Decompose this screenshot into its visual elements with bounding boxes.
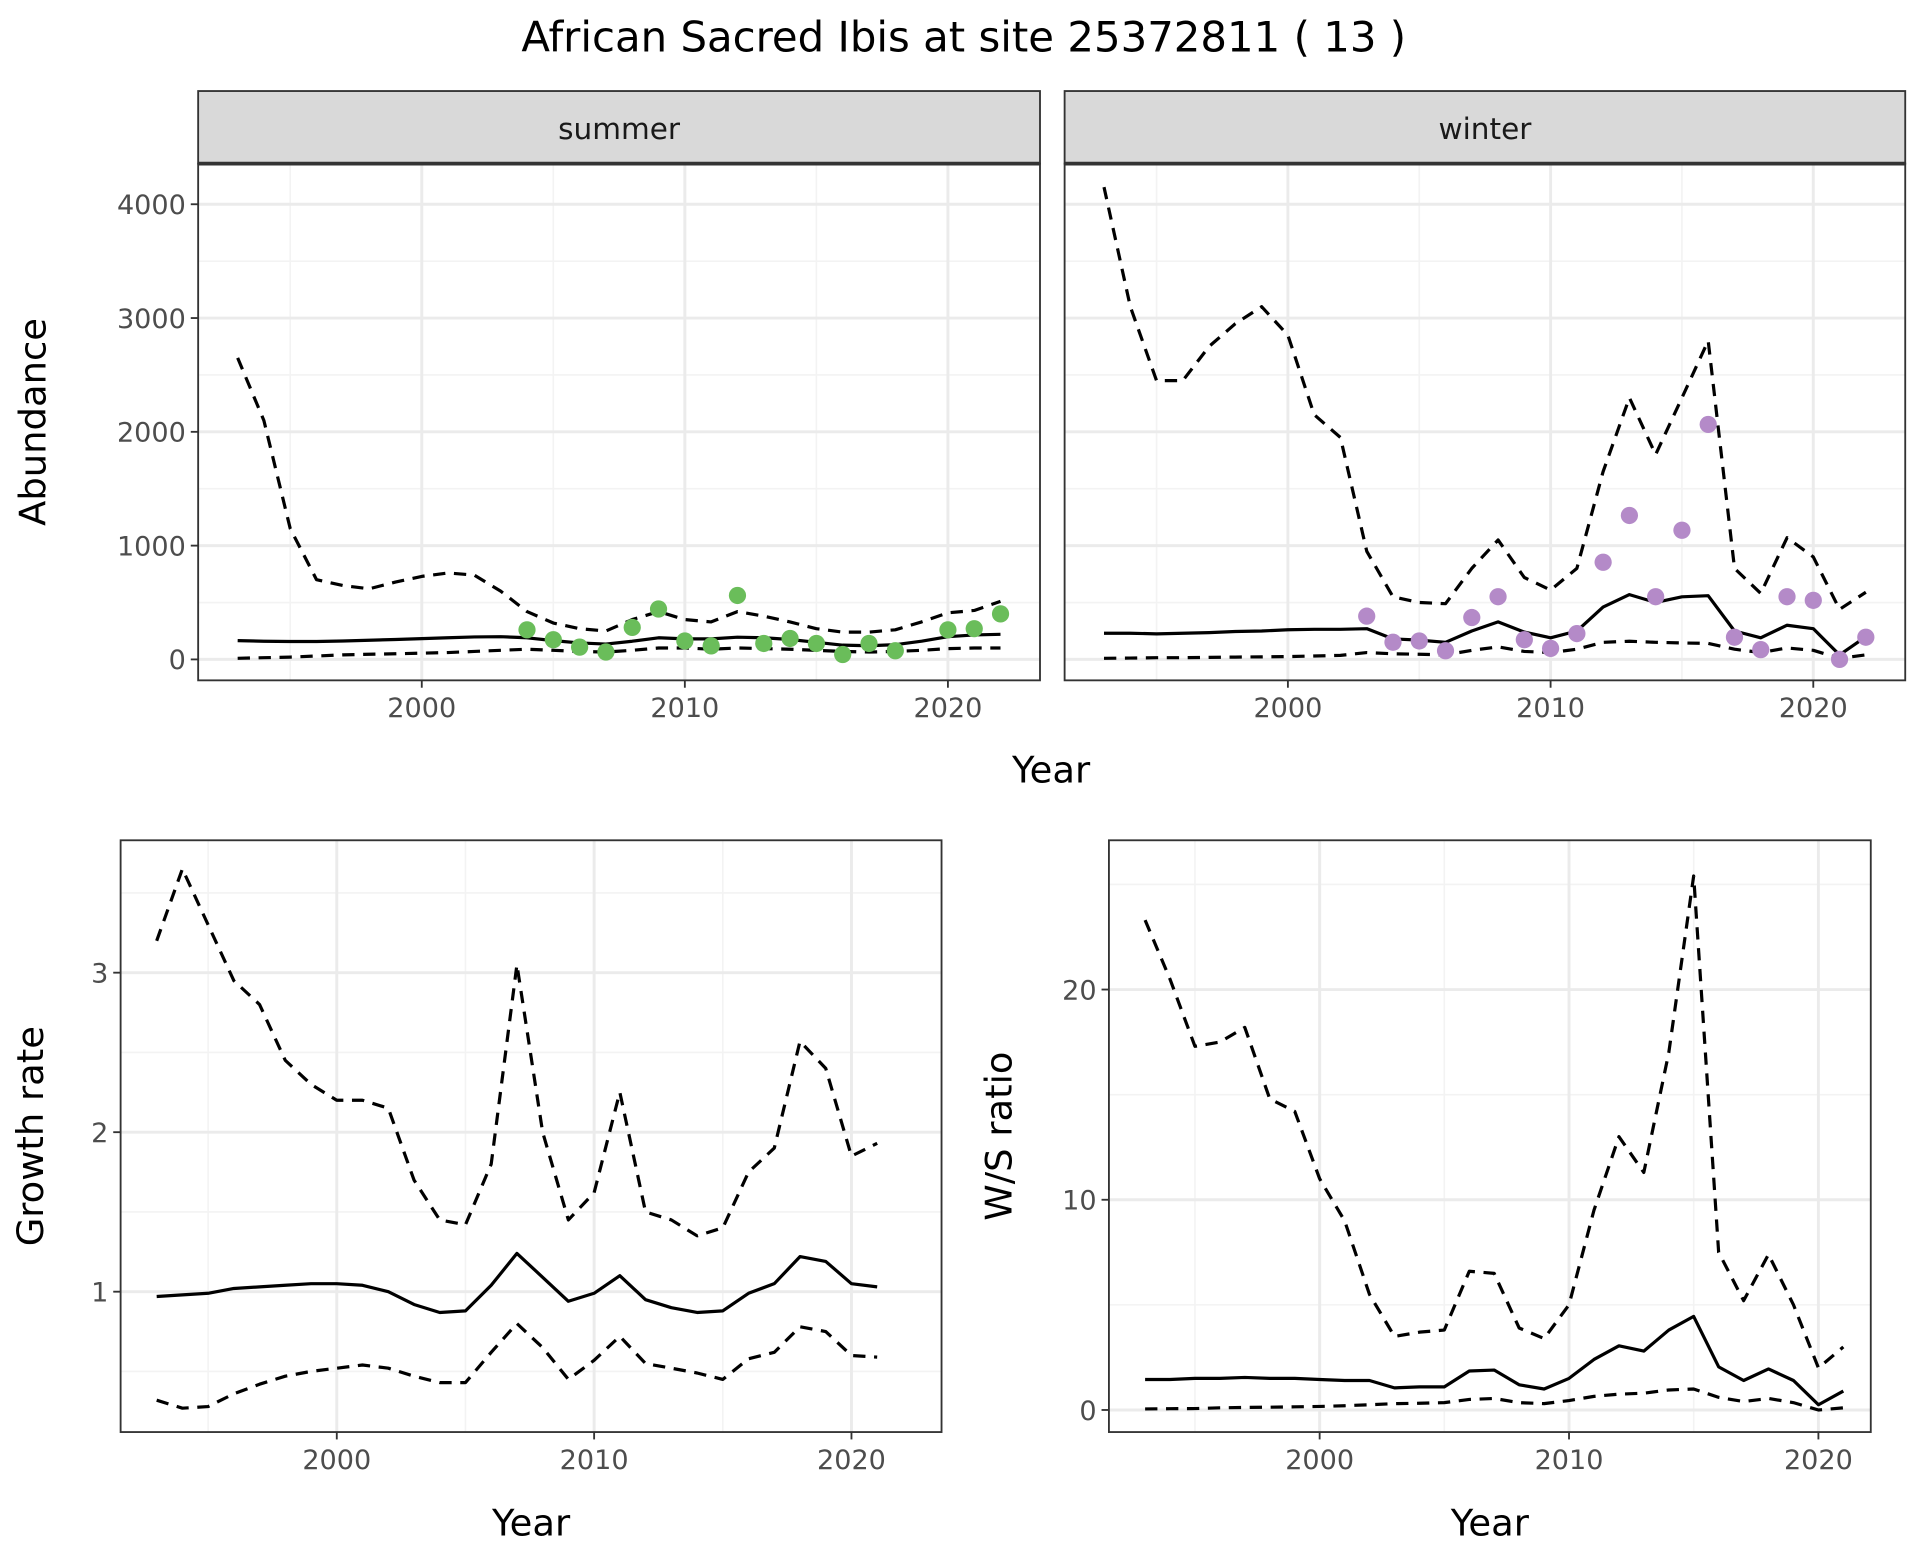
y-tick-label: 2000	[117, 418, 186, 449]
x-tick-label: 2020	[913, 693, 982, 724]
observed-point	[728, 586, 747, 605]
observed-point	[571, 638, 589, 656]
observed-point	[1699, 415, 1717, 434]
y-axis-title: W/S ratio	[978, 1052, 1021, 1221]
series-line-lower	[237, 646, 1001, 660]
observed-point	[1541, 639, 1560, 657]
observed-point	[1752, 641, 1770, 659]
observed-point	[676, 632, 694, 650]
panel-border	[119, 839, 943, 1433]
observed-point	[702, 637, 720, 655]
observed-point	[965, 620, 983, 638]
y-tick-label: 20	[1062, 975, 1096, 1006]
observed-point	[623, 618, 641, 637]
abundance-x-axis-title: Year	[1011, 748, 1091, 791]
x-tick-label: 2010	[560, 1445, 629, 1476]
observed-point	[1410, 632, 1428, 650]
observed-point	[781, 629, 799, 648]
x-tick-label: 2000	[1253, 693, 1322, 724]
y-tick-label: 3	[91, 959, 108, 990]
y-tick-label: 4000	[117, 190, 186, 221]
panel-summer: 2000 2010 2020 0 1000 2000 3000 4000 summer Abund…	[12, 90, 1041, 724]
observed-point	[860, 634, 878, 653]
observed-point	[518, 621, 536, 639]
series-line-upper	[1102, 186, 1867, 611]
x-tick-label: 2010	[650, 693, 719, 724]
observed-point	[1594, 553, 1612, 571]
observed-point	[1384, 633, 1402, 651]
observed-point	[1647, 588, 1665, 606]
y-tick-label: 2	[91, 1118, 108, 1149]
plot-background	[1108, 840, 1871, 1433]
y-tick-label: 3000	[117, 304, 186, 335]
plot-background	[1064, 163, 1906, 681]
series-line-mean	[156, 1251, 878, 1315]
y-axis-title: Abundance	[12, 318, 55, 526]
series-line-lower	[156, 1321, 878, 1410]
chart-title: African Sacred Ibis at site 25372811 ( 1…	[521, 13, 1406, 62]
series-line-mean	[1145, 1314, 1845, 1407]
y-tick-label: 0	[169, 645, 186, 676]
observed-point	[807, 634, 825, 653]
plot-background	[120, 840, 942, 1433]
observed-point	[1568, 624, 1586, 643]
x-axis-title: Year	[491, 1501, 571, 1544]
series-line-lower	[1145, 1387, 1844, 1412]
x-tick-label: 2010	[1516, 693, 1585, 724]
observed-point	[1515, 631, 1533, 649]
x-tick-label: 2020	[817, 1445, 886, 1476]
panel-winter: 2000 2010 2020 winter	[1063, 90, 1907, 724]
observed-point	[1358, 607, 1376, 625]
x-tick-label: 2000	[387, 693, 456, 724]
facet-strip	[197, 90, 1041, 165]
y-axis-title: Growth rate	[9, 1026, 52, 1246]
series-line-upper	[236, 357, 1002, 634]
observed-point	[1673, 521, 1691, 539]
y-tick-label: 0	[1079, 1396, 1096, 1427]
x-tick-label: 2000	[1285, 1445, 1354, 1476]
panel-growth: 2000 2010 2020 1 2 3 Growth rate Year	[9, 839, 943, 1544]
facet-label: summer	[558, 112, 681, 146]
observed-point	[1620, 506, 1639, 525]
observed-point	[1725, 628, 1744, 646]
observed-point	[1778, 588, 1796, 606]
observed-point	[1857, 628, 1875, 646]
plot-background	[198, 163, 1041, 681]
observed-point	[1804, 591, 1822, 609]
observed-point	[755, 634, 773, 653]
y-tick-label: 1000	[117, 531, 186, 562]
observed-point	[597, 643, 615, 661]
observed-point	[1489, 588, 1507, 606]
x-tick-label: 2010	[1535, 1445, 1604, 1476]
observed-point	[834, 645, 852, 664]
series-line-lower	[1103, 639, 1867, 660]
panel-border	[1108, 839, 1872, 1433]
observed-point	[886, 642, 904, 660]
observed-point	[1436, 642, 1455, 660]
observed-point	[1463, 608, 1481, 627]
observed-point	[544, 631, 562, 649]
observed-point	[939, 621, 957, 639]
series-line-upper	[1143, 874, 1845, 1370]
x-tick-label: 2000	[302, 1445, 371, 1476]
x-tick-label: 2020	[1779, 693, 1848, 724]
facet-label: winter	[1438, 112, 1532, 146]
x-axis-title: Year	[1450, 1501, 1530, 1544]
y-tick-label: 1	[91, 1278, 108, 1309]
facet-strip	[1063, 90, 1907, 165]
observed-point	[991, 605, 1010, 623]
series-line-upper	[155, 867, 878, 1238]
y-tick-label: 10	[1062, 1186, 1096, 1217]
observed-point	[1830, 650, 1849, 669]
observed-point	[649, 600, 668, 618]
panel-ws: 2000 2010 2020 0 10 20 W/S ratio Year	[978, 839, 1872, 1544]
x-tick-label: 2020	[1784, 1445, 1853, 1476]
